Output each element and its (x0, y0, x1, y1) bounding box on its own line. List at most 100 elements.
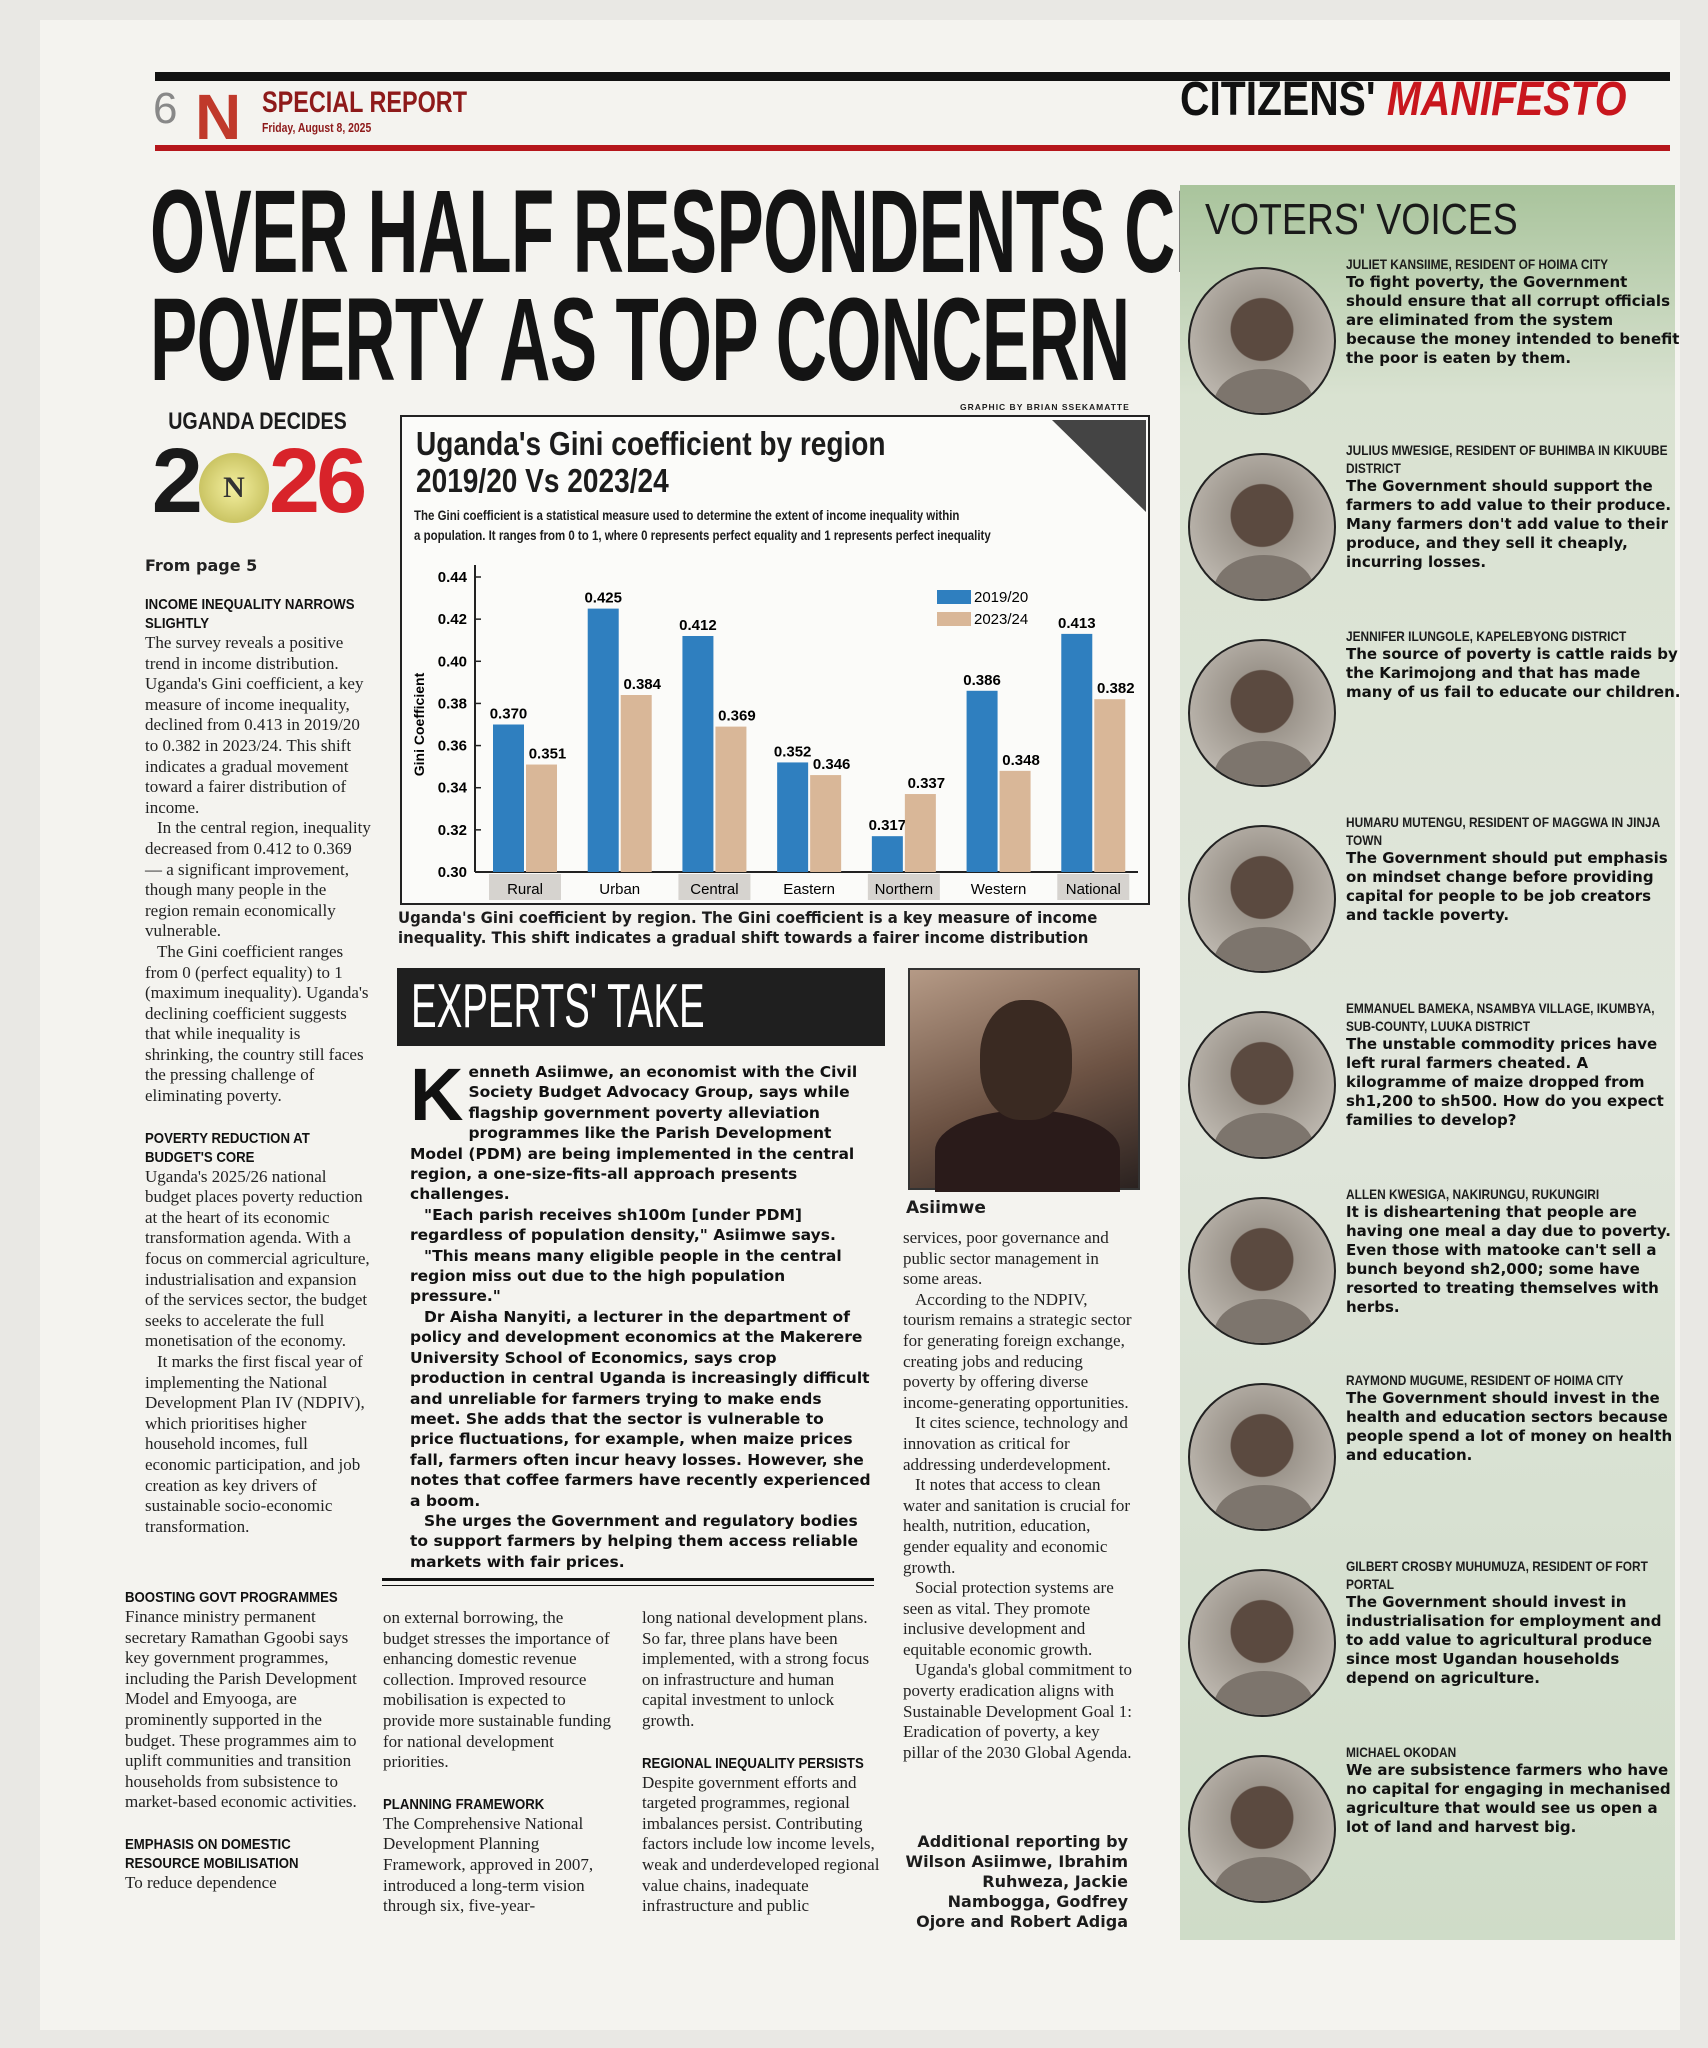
voter-photo (1188, 1011, 1336, 1159)
top-rule (155, 72, 1670, 81)
legend-label: 2023/24 (974, 611, 1028, 628)
data-label: 0.386 (963, 672, 1001, 689)
bar-2019-20 (777, 762, 809, 872)
data-label: 0.337 (908, 775, 946, 792)
bar-2023-24 (1094, 699, 1126, 872)
newspaper-logo: N (195, 81, 241, 153)
x-tick-label: Urban (599, 881, 640, 898)
voter-name: HUMARU MUTENGU, RESIDENT OF MAGGWA IN JI… (1346, 814, 1660, 848)
voters-title: VOTERS' VOICES (1205, 195, 1518, 244)
voter-photo (1188, 1755, 1336, 1903)
chart-subtitle: The Gini coefficient is a statistical me… (414, 507, 991, 543)
voter-name: JULIUS MWESIGE, RESIDENT OF BUHIMBA IN K… (1346, 442, 1668, 476)
voter-entry: GILBERT CROSBY MUHUMUZA, RESIDENT OF FOR… (1188, 1557, 1668, 1737)
data-label: 0.425 (584, 590, 622, 607)
voter-photo (1188, 453, 1336, 601)
voter-quote: The Government should put emphasis on mi… (1346, 849, 1668, 924)
data-label: 0.348 (1002, 752, 1040, 769)
body-text: The Comprehensive National Development P… (383, 1813, 594, 1916)
body-text: on external borrowing, the budget stress… (383, 1608, 612, 1772)
y-tick-label: 0.38 (438, 695, 467, 712)
voter-quote: The Government should support the farmer… (1346, 477, 1672, 571)
data-label: 0.351 (529, 746, 567, 763)
voter-entry: RAYMOND MUGUME, RESIDENT OF HOIMA CITY Th… (1188, 1371, 1672, 1551)
voter-entry: EMMANUEL BAMEKA, NSAMBYA VILLAGE, IKUMBY… (1188, 999, 1668, 1179)
double-rule (382, 1578, 874, 1586)
right-text-column: services, poor governance and public sec… (903, 1228, 1132, 1762)
voter-quote: The Government should invest in industri… (1346, 1593, 1662, 1687)
data-label: 0.382 (1097, 680, 1135, 697)
y-tick-label: 0.40 (438, 653, 467, 670)
section-title: SPECIAL REPORT (262, 86, 468, 119)
data-label: 0.352 (774, 743, 812, 760)
category-band (1057, 874, 1130, 900)
voter-entry: HUMARU MUTENGU, RESIDENT OF MAGGWA IN JI… (1188, 813, 1668, 993)
voter-entry: JULIUS MWESIGE, RESIDENT OF BUHIMBA IN K… (1188, 441, 1671, 621)
voter-entry: MICHAEL OKODAN We are subsistence farmers… (1188, 1743, 1671, 1923)
photo-caption: Asiimwe (906, 1198, 986, 1218)
voter-quote: To fight poverty, the Government should … (1346, 273, 1680, 367)
issue-date: Friday, August 8, 2025 (262, 120, 372, 135)
n-logo-icon: N (198, 452, 269, 523)
voter-name: ALLEN KWESIGA, NAKIRUNGU, RUKUNGIRI (1346, 1186, 1600, 1202)
bottom-column-1: BOOSTING GOVT PROGRAMMES Finance ministr… (125, 1588, 363, 1894)
bar-2023-24 (999, 770, 1031, 872)
corner-triangle (1052, 420, 1146, 512)
series-title: CITIZENS' MANIFESTO (1180, 73, 1627, 126)
body-text: To reduce dependence (125, 1872, 277, 1892)
category-band (678, 874, 751, 900)
x-tick-label: Rural (507, 881, 543, 898)
graphic-credit: GRAPHIC BY BRIAN SSEKAMATTE (960, 402, 1130, 412)
bar-2023-24 (904, 794, 936, 872)
body-text: Despite government efforts and targeted … (642, 1772, 880, 1916)
chart-canvas: 0.44 0.42 0.40 0.38 0.36 0.34 0.32 0.30 Gini Coe… (411, 420, 1146, 900)
reporting-credits: Additional reporting by Wilson Asiimwe, … (905, 1832, 1128, 1931)
y-tick-label: 0.36 (438, 738, 467, 755)
data-label: 0.370 (490, 706, 528, 723)
y-tick-label: 0.32 (438, 822, 467, 839)
asiimwe-photo (908, 968, 1140, 1192)
data-label: 0.384 (623, 676, 661, 693)
gini-chart: Uganda's Gini coefficient by region 2019/… (400, 415, 1150, 905)
subhead: POVERTY REDUCTION AT BUDGET'S CORE (145, 1129, 310, 1166)
bar-2019-20 (871, 836, 903, 872)
subhead: BOOSTING GOVT PROGRAMMES (125, 1589, 338, 1606)
subhead: PLANNING FRAMEWORK (383, 1795, 545, 1813)
body-text: The survey reveals a positive trend in i… (145, 633, 371, 1106)
voter-photo (1188, 1197, 1336, 1345)
chart-caption: Uganda's Gini coefficient by region. The… (398, 908, 1098, 947)
experts-take-banner: EXPERTS' TAKE (397, 968, 885, 1046)
category-band (489, 874, 561, 900)
x-tick-label: National (1066, 881, 1121, 898)
drop-cap: K (410, 1053, 464, 1136)
voter-entry: ALLEN KWESIGA, NAKIRUNGU, RUKUNGIRI It is… (1188, 1185, 1671, 1365)
voter-quote: We are subsistence farmers who have no c… (1346, 1761, 1671, 1836)
voter-photo (1188, 267, 1336, 415)
bar-2023-24 (810, 775, 842, 872)
voter-quote: The Government should invest in the heal… (1346, 1389, 1673, 1464)
page-number: 6 (153, 84, 178, 133)
category-band (867, 874, 940, 900)
data-label: 0.413 (1058, 615, 1096, 632)
x-tick-label: Western (971, 881, 1027, 898)
voter-entry: JENNIFER ILUNGOLE, KAPELEBYONG DISTRICT T… (1188, 627, 1680, 807)
from-page-label: From page 5 (145, 556, 258, 575)
y-tick-label: 0.34 (438, 780, 468, 797)
voter-name: JENNIFER ILUNGOLE, KAPELEBYONG DISTRICT (1346, 628, 1627, 644)
bar-2019-20 (966, 690, 998, 872)
y-tick-label: 0.44 (438, 569, 468, 586)
uganda-decides-badge: UGANDA DECIDES 2 N 26 (151, 408, 368, 532)
y-tick-label: 0.42 (438, 611, 467, 628)
page-headline: OVER HALF RESPONDENTS CITE POVERTY AS TOP… (150, 166, 1284, 406)
x-tick-label: Northern (875, 881, 933, 898)
bottom-column-3: long national development plans. So far,… (642, 1608, 880, 1917)
red-rule (155, 145, 1670, 151)
data-label: 0.369 (718, 708, 756, 725)
x-tick-label: Eastern (783, 881, 835, 898)
voter-entry: JULIET KANSIIME, RESIDENT OF HOIMA CITY T… (1188, 255, 1679, 435)
subhead: REGIONAL INEQUALITY PERSISTS (642, 1754, 864, 1772)
voter-quote: It is disheartening that people are havi… (1346, 1203, 1671, 1316)
x-tick-label: Central (690, 881, 738, 898)
body-text: long national development plans. So far,… (642, 1608, 870, 1730)
